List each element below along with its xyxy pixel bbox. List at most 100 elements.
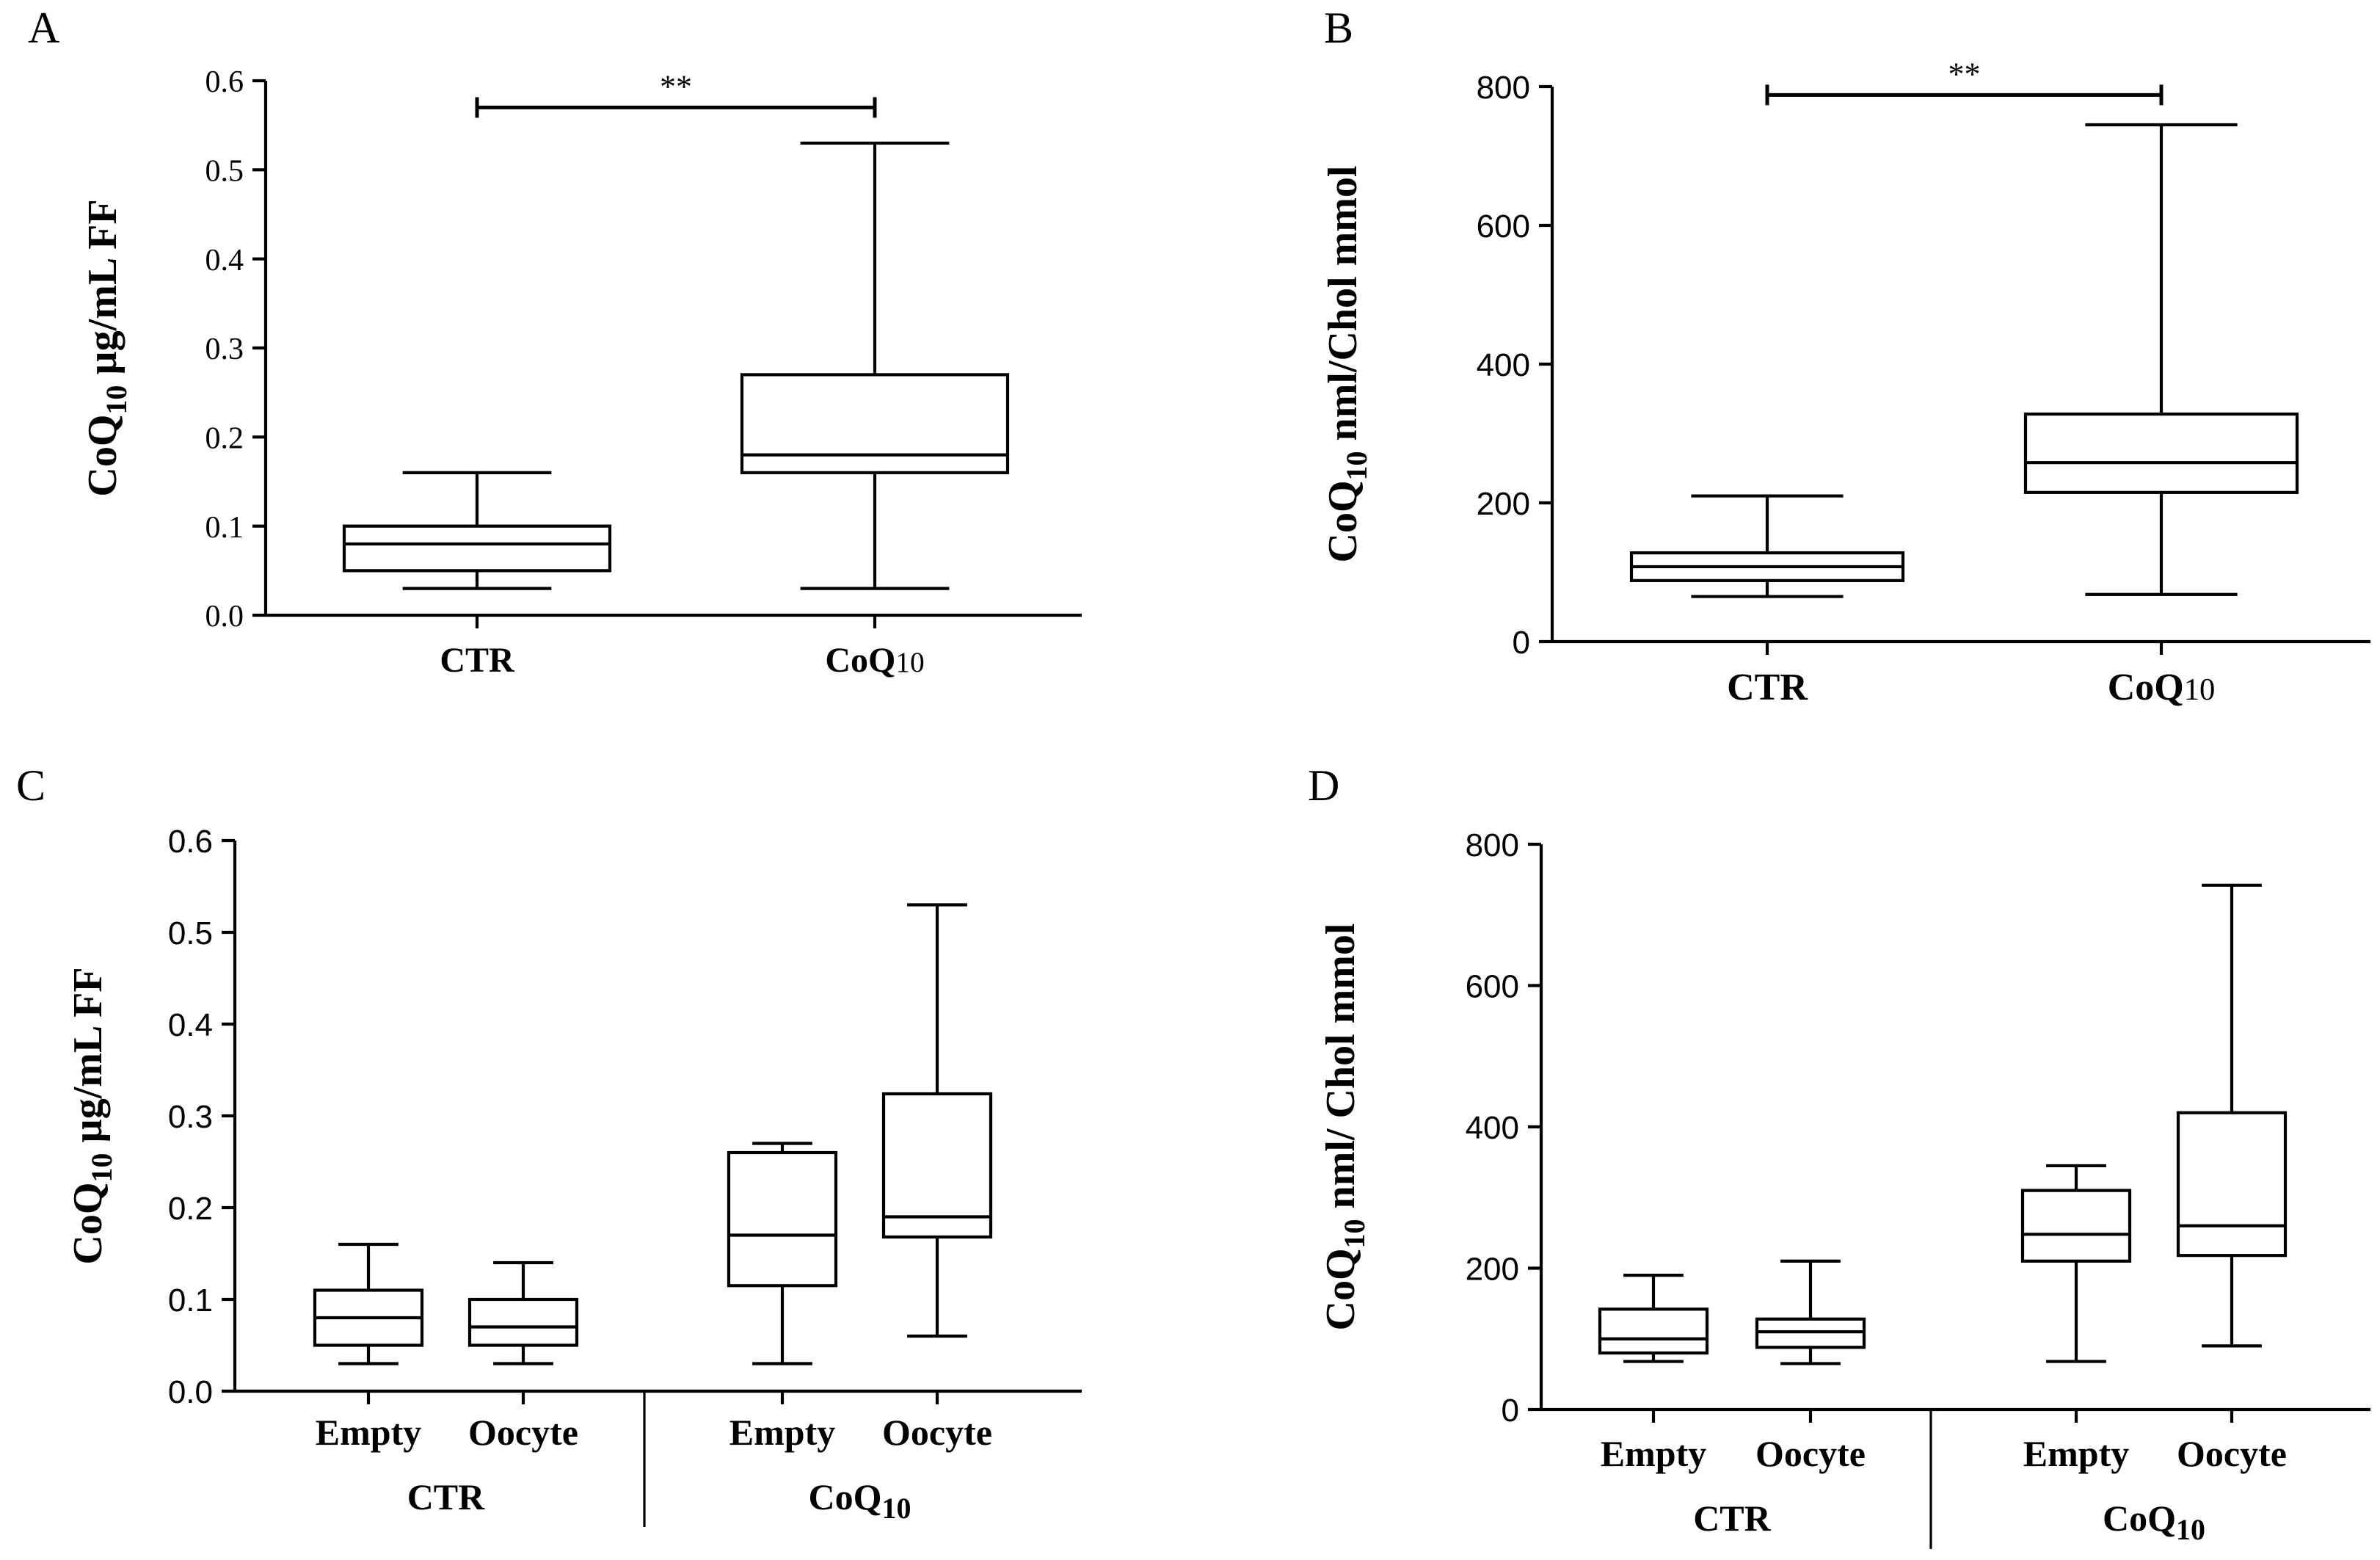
box-plot — [1629, 494, 1905, 598]
y-axis-label-main: CoQ — [1320, 480, 1366, 562]
y-axis-label-main: CoQ — [80, 415, 125, 497]
x-group-label: CoQ10 — [825, 641, 924, 680]
x-sub-label: Empty — [2023, 1433, 2129, 1474]
y-tick-label: 0.0 — [168, 1374, 213, 1410]
iqr-box — [467, 1297, 579, 1347]
y-tick-label: 0.0 — [205, 600, 244, 634]
y-tick-label: 0.6 — [205, 65, 244, 99]
y-tick-label: 0.6 — [168, 824, 213, 860]
x-group-label-main: CTR — [1693, 1498, 1771, 1539]
significance-stars: ** — [660, 68, 692, 104]
box-plot — [342, 471, 612, 590]
y-axis-label: CoQ10 nml/ Chol mmol — [1318, 924, 1371, 1331]
y-axis-label-subscript: 10 — [100, 385, 133, 415]
panel-label: B — [1324, 4, 1353, 52]
y-tick-label: 600 — [1466, 968, 1519, 1004]
panel-label: A — [28, 4, 59, 52]
y-axis-label-main: CoQ — [65, 1183, 111, 1265]
iqr-box — [342, 524, 612, 573]
box-plot — [1755, 1259, 1866, 1365]
x-group-label: CTR — [407, 1476, 485, 1517]
significance-stars: ** — [1948, 56, 1981, 92]
iqr-box — [2020, 1189, 2132, 1263]
significance-bracket: ** — [475, 68, 877, 118]
x-sub-label: Oocyte — [1755, 1433, 1866, 1474]
x-group-label-main: CoQ — [2103, 1498, 2176, 1539]
box-plot — [313, 1242, 424, 1365]
x-group-label-main: CoQ — [809, 1476, 882, 1517]
x-group-label-main: CTR — [440, 641, 515, 680]
x-group-label: CoQ10 — [2103, 1498, 2205, 1546]
x-sub-label: Empty — [316, 1412, 421, 1453]
x-sub-label: Oocyte — [468, 1412, 578, 1453]
y-tick-label: 0.3 — [168, 1099, 213, 1135]
y-axis-label: CoQ10 µg/mL FF — [65, 967, 118, 1264]
y-axis-label-unit: nml/Chol mmol — [1320, 166, 1366, 451]
x-sub-label: Empty — [1601, 1433, 1706, 1474]
panel-label: D — [1308, 761, 1339, 810]
y-tick-label: 200 — [1466, 1251, 1519, 1287]
box-plot — [740, 141, 1010, 590]
iqr-box — [1598, 1307, 1709, 1355]
x-sub-label: Oocyte — [882, 1412, 992, 1453]
y-tick-label: 0.5 — [205, 154, 244, 188]
x-group-label-subscript: 10 — [895, 646, 924, 678]
iqr-box — [2023, 412, 2299, 494]
y-tick-label: 0.4 — [205, 244, 244, 277]
x-sub-label: Oocyte — [2177, 1433, 2287, 1474]
x-group-label-main: CoQ — [2108, 667, 2184, 708]
y-tick-label: 0.1 — [205, 511, 244, 545]
y-tick-label: 400 — [1466, 1110, 1519, 1146]
iqr-box — [727, 1150, 838, 1288]
x-group-label: CTR — [1727, 667, 1808, 708]
box-plot — [881, 903, 993, 1338]
x-group-label: CTR — [440, 641, 515, 680]
x-group-label-subscript: 10 — [2184, 672, 2216, 707]
y-tick-label: 0.2 — [205, 421, 244, 455]
box-plot — [727, 1142, 838, 1365]
y-axis-label-unit: nml/ Chol mmol — [1318, 924, 1364, 1219]
y-axis-label-unit: µg/mL FF — [80, 199, 125, 385]
box-plot — [2020, 1164, 2132, 1363]
y-tick-label: 0.2 — [168, 1191, 213, 1227]
box-plot — [2023, 123, 2299, 596]
y-axis-label-unit: µg/mL FF — [65, 967, 111, 1153]
y-tick-label: 0 — [1513, 625, 1530, 661]
x-sub-label: Empty — [729, 1412, 835, 1453]
panel-label: C — [16, 761, 46, 810]
y-axis-label-subscript: 10 — [1338, 1219, 1371, 1248]
x-group-label-subscript: 10 — [2176, 1513, 2205, 1546]
y-tick-label: 600 — [1477, 208, 1530, 244]
significance-bracket: ** — [1765, 56, 2164, 106]
y-tick-label: 800 — [1477, 70, 1530, 106]
iqr-box — [2176, 1111, 2288, 1258]
x-group-label: CoQ10 — [809, 1476, 911, 1525]
y-axis-label-subscript: 10 — [85, 1153, 118, 1183]
y-axis-label-subscript: 10 — [1340, 451, 1373, 480]
y-axis-label: CoQ10 nml/Chol mmol — [1320, 166, 1373, 563]
x-group-label: CoQ10 — [2108, 667, 2216, 708]
iqr-box — [740, 373, 1010, 474]
box-plot — [467, 1260, 579, 1365]
x-group-label-main: CTR — [407, 1476, 485, 1517]
y-tick-label: 400 — [1477, 347, 1530, 383]
y-tick-label: 0.5 — [168, 915, 213, 951]
y-tick-label: 0.3 — [205, 333, 244, 366]
x-group-label-main: CTR — [1727, 667, 1808, 708]
y-tick-label: 200 — [1477, 486, 1530, 522]
y-tick-label: 800 — [1466, 827, 1519, 863]
y-axis-label-main: CoQ — [1318, 1248, 1364, 1330]
y-axis-label: CoQ10 µg/mL FF — [80, 199, 133, 496]
box-plot — [1598, 1274, 1709, 1363]
x-group-label-main: CoQ — [825, 641, 895, 680]
x-group-label: CTR — [1693, 1498, 1771, 1539]
box-plot — [2176, 883, 2288, 1348]
y-tick-label: 0 — [1502, 1393, 1519, 1429]
y-tick-label: 0.1 — [168, 1283, 213, 1318]
y-tick-label: 0.4 — [168, 1007, 213, 1043]
